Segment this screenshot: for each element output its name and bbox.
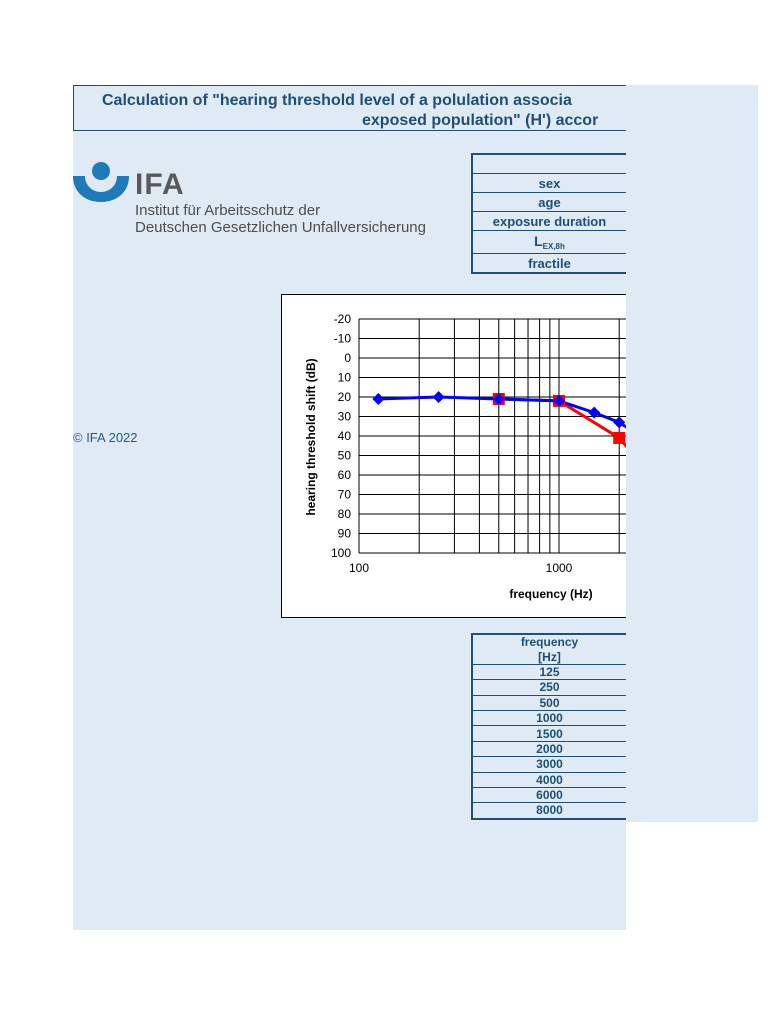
y-tick-label: 30 [338,410,352,424]
data-point-diamond [492,392,505,405]
freq-header-row: frequency [471,632,626,650]
x-tick-label: 100 [349,561,369,575]
param-row-fractile: fractile [471,253,626,274]
ifa-emblem-icon [73,162,129,202]
freq-cell: 250 [471,679,626,696]
param-row-empty [471,153,626,174]
freq-cell: 8000 [471,802,626,820]
logo-line-1: Institut für Arbeitsschutz der [135,202,321,219]
y-tick-label: -20 [334,312,352,326]
freq-row: 8000 [471,802,626,820]
param-empty-cell [471,153,626,174]
y-tick-label: 60 [338,468,352,482]
logo-name: IFA [135,168,185,201]
freq-header: frequency [471,632,626,650]
copyright: © IFA 2022 [73,430,138,445]
y-tick-label: 20 [338,390,352,404]
y-axis-label: hearing threshold shift (dB) [304,358,318,515]
y-tick-label: 80 [338,507,352,521]
param-age-label: age [471,192,626,212]
chart-area: -20 -10 0 10 20 30 40 50 60 70 80 90 100 100 1000 hear… [281,294,626,618]
y-tick-label: 40 [338,429,352,443]
lex-main: L [534,233,543,249]
param-row-age: age [471,192,626,212]
freq-row: 4000 [471,771,626,788]
x-axis-label: frequency (Hz) [509,587,592,601]
y-tick-label: 50 [338,449,352,463]
title-box: Calculation of "hearing threshold level … [73,85,626,131]
freq-cell: 4000 [471,771,626,788]
freq-row: 1500 [471,725,626,742]
y-tick-label: 0 [344,351,351,365]
y-tick-label: 90 [338,527,352,541]
param-lex-label: LEX,8h [471,230,626,254]
freq-cell: 1000 [471,709,626,727]
freq-row: 3000 [471,756,626,773]
lex-sub: EX,8h [542,242,565,251]
param-row-sex: sex [471,173,626,193]
frequency-table: frequency [Hz] 125 250 500 1000 1500 200… [471,632,626,820]
freq-row: 500 [471,694,626,711]
freq-unit-row: [Hz] [471,649,626,665]
freq-cell: 2000 [471,740,626,758]
freq-cell: 125 [471,663,626,681]
title-line-1: Calculation of "hearing threshold level … [102,92,572,109]
data-point-diamond [432,391,445,403]
x-tick-label: 1000 [546,561,573,575]
freq-cell: 3000 [471,756,626,773]
y-tick-label: 10 [338,371,352,385]
freq-row: 250 [471,679,626,696]
parameter-table: sex age exposure duration LEX,8h fractil… [471,153,626,274]
param-row-exposure: exposure duration [471,211,626,231]
y-tick-label: -10 [334,332,352,346]
freq-row: 2000 [471,740,626,758]
freq-cell: 1500 [471,725,626,742]
freq-cell: 500 [471,694,626,711]
param-exposure-label: exposure duration [471,211,626,231]
data-point-diamond [613,416,626,429]
param-sex-label: sex [471,173,626,193]
freq-row: 1000 [471,709,626,727]
data-point-square [613,431,626,444]
freq-unit: [Hz] [471,649,626,665]
freq-cell: 6000 [471,786,626,804]
data-point-diamond [588,406,601,419]
freq-row: 125 [471,663,626,681]
param-fractile-label: fractile [471,253,626,274]
data-point-diamond [553,394,565,407]
series-line [498,397,626,449]
logo-line-2: Deutschen Gesetzlichen Unfallversicherun… [135,219,426,236]
ifa-logo: IFA Institut für Arbeitsschutz der Deuts… [73,160,453,240]
param-row-lex: LEX,8h [471,230,626,254]
sheet-background-right [626,85,758,822]
freq-row: 6000 [471,786,626,804]
title-line-2: exposed population" (H') accor [362,112,599,129]
y-tick-label: 70 [338,488,352,502]
data-point-diamond [372,392,385,405]
y-tick-label: 100 [331,546,351,560]
